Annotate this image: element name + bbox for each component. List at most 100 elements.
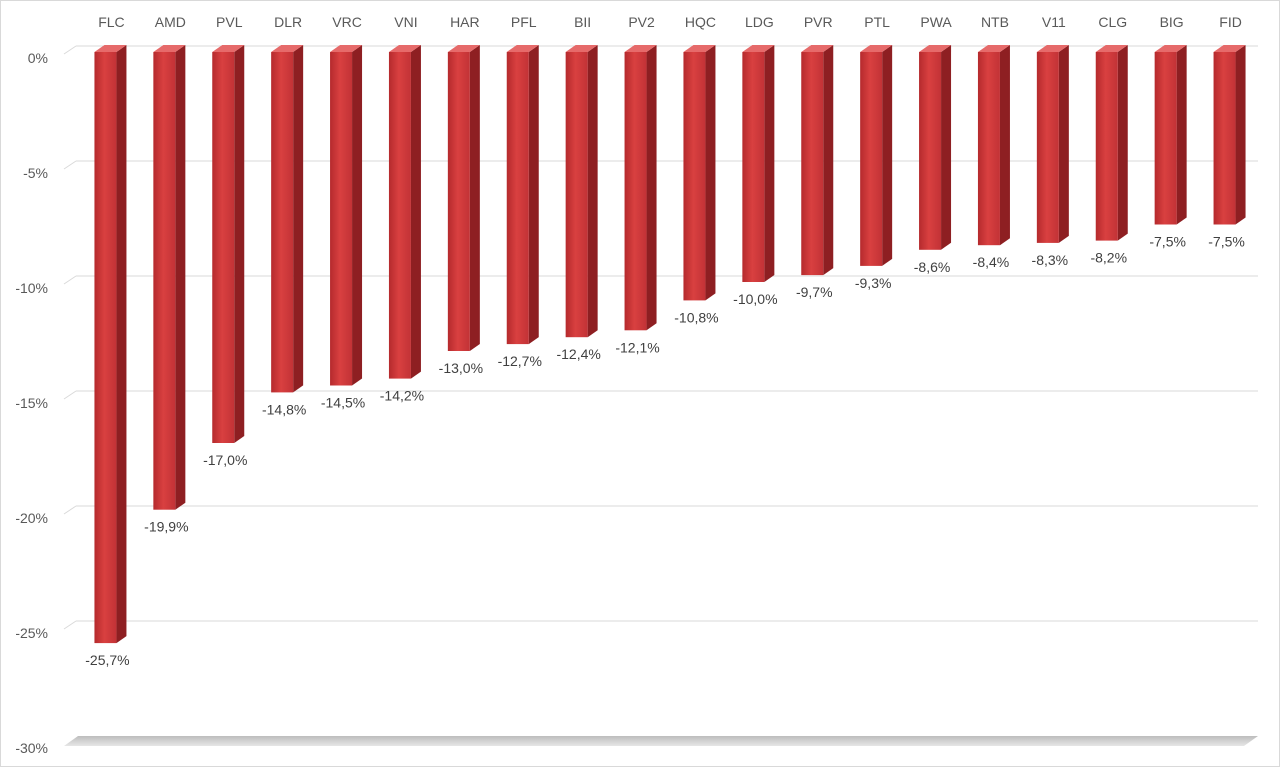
bar-side-FLC bbox=[116, 45, 127, 644]
bar-top-PVR bbox=[801, 45, 834, 52]
category-label: HAR bbox=[450, 14, 480, 30]
bar-side-CLG bbox=[1117, 45, 1128, 241]
y-tick-label: -10% bbox=[15, 280, 48, 296]
category-label: PTL bbox=[864, 14, 890, 30]
data-label: -7,5% bbox=[1208, 234, 1245, 250]
bar-V11 bbox=[1036, 52, 1059, 243]
bar-side-PWA bbox=[941, 45, 952, 250]
data-label: -10,8% bbox=[674, 309, 718, 325]
category-label: FLC bbox=[98, 14, 124, 30]
y-tick-label: -15% bbox=[15, 395, 48, 411]
bar-top-DLR bbox=[271, 45, 304, 52]
bar-top-VNI bbox=[388, 45, 421, 52]
data-label: -9,3% bbox=[855, 275, 892, 291]
bar-side-PTL bbox=[882, 45, 893, 266]
data-label: -8,3% bbox=[1032, 252, 1069, 268]
category-label: VNI bbox=[394, 14, 417, 30]
data-label: -12,7% bbox=[498, 353, 542, 369]
category-label: V11 bbox=[1042, 14, 1066, 30]
data-label: -14,2% bbox=[380, 388, 424, 404]
data-label: -25,7% bbox=[85, 652, 129, 668]
category-label: PVL bbox=[216, 14, 243, 30]
bar-FLC bbox=[94, 52, 117, 644]
bar-top-NTB bbox=[977, 45, 1010, 52]
data-label: -14,8% bbox=[262, 401, 306, 417]
category-label: PFL bbox=[511, 14, 537, 30]
bar-side-VRC bbox=[352, 45, 363, 386]
category-label: PV2 bbox=[628, 14, 655, 30]
category-label: FID bbox=[1219, 14, 1242, 30]
bar-top-PV2 bbox=[624, 45, 657, 52]
category-label: AMD bbox=[155, 14, 186, 30]
bar-AMD bbox=[153, 52, 176, 510]
bar-PVL bbox=[212, 52, 235, 443]
bar-PV2 bbox=[624, 52, 647, 331]
category-label: LDG bbox=[745, 14, 774, 30]
bar-VRC bbox=[330, 52, 353, 386]
bar-side-VNI bbox=[410, 45, 421, 379]
gridline-tick-4 bbox=[63, 505, 77, 515]
bar-side-PVL bbox=[234, 45, 245, 443]
category-label: PVR bbox=[804, 14, 833, 30]
bar-PWA bbox=[919, 52, 942, 250]
gridline-tick-3 bbox=[63, 390, 77, 400]
gridline-tick-0 bbox=[63, 45, 77, 55]
bar-side-LDG bbox=[764, 45, 775, 282]
bar-side-NTB bbox=[999, 45, 1010, 246]
bar-VNI bbox=[388, 52, 411, 379]
bar-BII bbox=[565, 52, 588, 338]
bar-side-DLR bbox=[293, 45, 304, 393]
bar-top-HAR bbox=[447, 45, 480, 52]
gridline-tick-2 bbox=[63, 275, 77, 285]
bar-top-BIG bbox=[1154, 45, 1187, 52]
bar-top-CLG bbox=[1095, 45, 1128, 52]
data-label: -14,5% bbox=[321, 395, 365, 411]
y-tick-label: -25% bbox=[15, 625, 48, 641]
bar-DLR bbox=[271, 52, 294, 393]
bar-side-FID bbox=[1235, 45, 1246, 225]
bar-side-HAR bbox=[469, 45, 480, 351]
bar-BIG bbox=[1154, 52, 1177, 225]
bar-top-BII bbox=[565, 45, 598, 52]
data-label: -13,0% bbox=[439, 360, 483, 376]
category-label: NTB bbox=[981, 14, 1009, 30]
data-label: -12,1% bbox=[615, 339, 659, 355]
data-label: -9,7% bbox=[796, 284, 833, 300]
bar-side-V11 bbox=[1058, 45, 1069, 243]
data-label: -19,9% bbox=[144, 519, 188, 535]
category-label: BIG bbox=[1160, 14, 1184, 30]
bar-side-AMD bbox=[175, 45, 186, 510]
data-label: -8,4% bbox=[973, 254, 1010, 270]
bar-PTL bbox=[860, 52, 883, 266]
y-tick-label: -5% bbox=[23, 165, 48, 181]
y-tick-label: -20% bbox=[15, 510, 48, 526]
gridline-tick-5 bbox=[63, 620, 77, 630]
bar-side-BIG bbox=[1176, 45, 1187, 225]
y-tick-label: -30% bbox=[15, 740, 48, 756]
bar-top-PTL bbox=[860, 45, 893, 52]
bar-top-FLC bbox=[94, 45, 127, 52]
data-label: -17,0% bbox=[203, 452, 247, 468]
category-label: BII bbox=[574, 14, 591, 30]
category-label: VRC bbox=[332, 14, 362, 30]
bar-PVR bbox=[801, 52, 824, 276]
bar-PFL bbox=[506, 52, 529, 345]
y-tick-label: 0% bbox=[28, 50, 48, 66]
bar-side-PV2 bbox=[646, 45, 657, 331]
bar-top-PVL bbox=[212, 45, 245, 52]
bar-top-VRC bbox=[330, 45, 363, 52]
data-label: -8,2% bbox=[1090, 250, 1127, 266]
bar-side-PFL bbox=[528, 45, 539, 345]
data-label: -8,6% bbox=[914, 259, 951, 275]
bar-HAR bbox=[447, 52, 470, 351]
bar-side-HQC bbox=[705, 45, 716, 301]
bar-CLG bbox=[1095, 52, 1118, 241]
category-label: PWA bbox=[920, 14, 952, 30]
data-label: -7,5% bbox=[1149, 234, 1186, 250]
bar-top-HQC bbox=[683, 45, 716, 52]
bar-side-BII bbox=[587, 45, 598, 338]
bar-top-PFL bbox=[506, 45, 539, 52]
bar-top-V11 bbox=[1036, 45, 1069, 52]
